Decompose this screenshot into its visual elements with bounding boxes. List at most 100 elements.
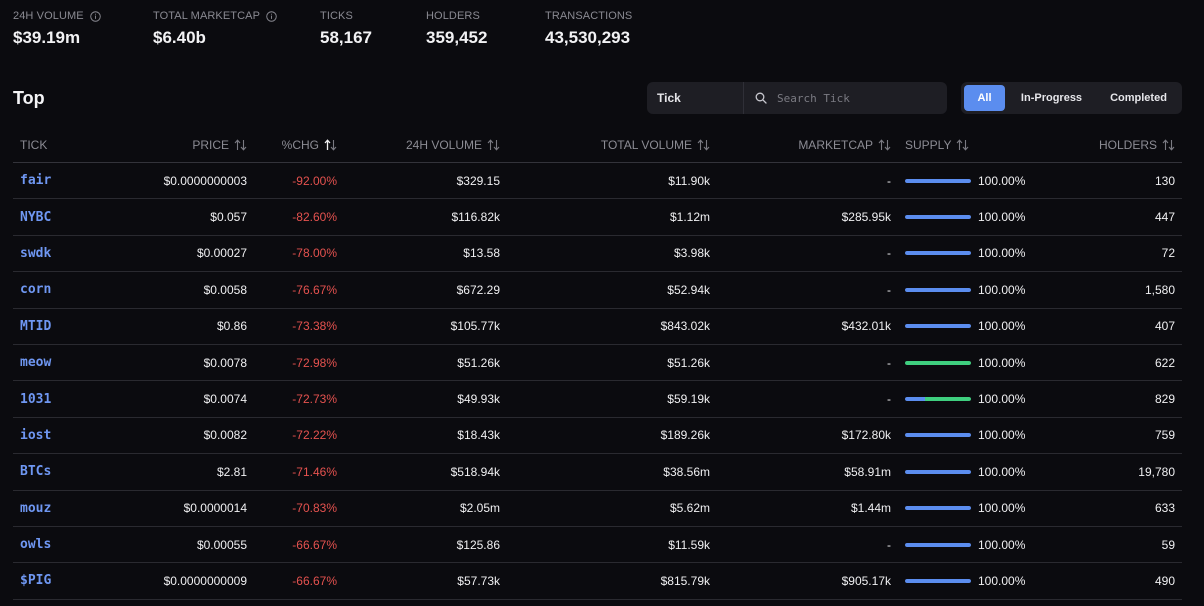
holders-cell: 72 [1161, 246, 1175, 261]
table-row[interactable]: iost $0.0082 -72.22% $18.43k $189.26k $172.80… [13, 418, 1182, 455]
tick-link[interactable]: iost [20, 427, 52, 443]
table-row[interactable]: fair $0.0000000003 -92.00% $329.15 $11.90k - 1… [13, 163, 1182, 200]
price-cell: $0.0058 [203, 282, 247, 297]
stat-label: TOTAL MARKETCAP [153, 10, 261, 22]
filter-completed-button[interactable]: Completed [1110, 92, 1167, 104]
supply-cell: 100.00% [905, 199, 1045, 234]
volume-24h-cell: $18.43k [457, 428, 500, 443]
total-volume-cell: $3.98k [673, 246, 710, 261]
supply-percent: 100.00% [978, 319, 1026, 334]
stat-total-marketcap: TOTAL MARKETCAP $6.40b [153, 10, 277, 48]
table-row[interactable]: $PIG $0.0000000009 -66.67% $57.73k $815.79k $… [13, 563, 1182, 600]
section-title: Top [13, 88, 45, 108]
sort-icon[interactable] [234, 139, 247, 151]
stat-value: 43,530,293 [545, 28, 631, 47]
table-row[interactable]: corn $0.0058 -76.67% $672.29 $52.94k - 100.00%… [13, 272, 1182, 309]
column-header-supply[interactable]: SUPPLY [905, 128, 1045, 162]
holders-cell: 447 [1154, 210, 1175, 225]
info-icon[interactable] [266, 10, 277, 22]
price-cell: $0.0074 [203, 392, 247, 407]
supply-percent: 100.00% [978, 464, 1026, 479]
supply-percent: 100.00% [978, 210, 1026, 225]
sort-icon[interactable] [487, 139, 500, 151]
supply-progress-bar [905, 469, 971, 474]
column-header-marketcap[interactable]: MARKETCAP [723, 128, 891, 162]
price-cell: $0.86 [216, 319, 247, 334]
supply-progress-fill [905, 578, 971, 583]
column-header-holders[interactable]: HOLDERS [1053, 128, 1175, 162]
tick-link[interactable]: MTID [20, 318, 52, 334]
supply-progress-bar [905, 360, 971, 365]
table-row[interactable]: BTCs $2.81 -71.46% $518.94k $38.56m $58.91m 10… [13, 454, 1182, 491]
price-cell: $0.0082 [203, 428, 247, 443]
column-header-total-volume[interactable]: TOTAL VOLUME [513, 128, 710, 162]
search-input[interactable] [777, 91, 937, 105]
sort-icon[interactable] [697, 139, 710, 151]
search-field-select[interactable]: Tick [647, 82, 744, 114]
table-row[interactable]: owls $0.00055 -66.67% $125.86 $11.59k - 100.00… [13, 527, 1182, 564]
tick-link[interactable]: NYBC [20, 209, 52, 225]
tick-link[interactable]: swdk [20, 245, 52, 261]
supply-progress-bar [905, 178, 971, 183]
column-header-chg[interactable]: %CHG [253, 128, 337, 162]
tick-link[interactable]: 1031 [20, 391, 52, 407]
stat-label: 24H VOLUME [13, 10, 84, 22]
price-cell: $0.0000014 [183, 501, 247, 516]
stat-transactions: TRANSACTIONS 43,530,293 [545, 10, 632, 48]
tick-link[interactable]: $PIG [20, 573, 52, 589]
sort-icon[interactable] [878, 139, 891, 151]
supply-cell: 100.00% [905, 491, 1045, 526]
table-row[interactable]: 1031 $0.0074 -72.73% $49.93k $59.19k - 100.00%… [13, 381, 1182, 418]
total-volume-cell: $38.56m [663, 464, 710, 479]
sort-icon[interactable] [956, 139, 969, 151]
supply-progress-fill [905, 542, 971, 547]
table-row[interactable]: MTID $0.86 -73.38% $105.77k $843.02k $432.01k… [13, 309, 1182, 345]
total-volume-cell: $59.19k [667, 392, 710, 407]
sort-icon[interactable] [1162, 139, 1175, 151]
supply-percent: 100.00% [978, 537, 1026, 552]
price-cell: $0.0000000009 [163, 573, 247, 588]
filter-in-progress-button[interactable]: In-Progress [1020, 92, 1083, 104]
column-header-24h-volume[interactable]: 24H VOLUME [353, 128, 500, 162]
stat-value: $6.40b [153, 28, 206, 47]
holders-cell: 622 [1154, 355, 1175, 370]
supply-progress-bar [905, 542, 971, 547]
supply-percent: 100.00% [978, 392, 1026, 407]
table-row[interactable]: NYBC $0.057 -82.60% $116.82k $1.12m $285.95k 1… [13, 199, 1182, 236]
supply-percent: 100.00% [978, 355, 1026, 370]
change-cell: -92.00% [292, 173, 337, 188]
volume-24h-cell: $518.94k [450, 464, 500, 479]
holders-cell: 759 [1154, 428, 1175, 443]
total-volume-cell: $1.12m [669, 210, 710, 225]
total-volume-cell: $843.02k [660, 319, 710, 334]
sort-icon-active[interactable] [324, 139, 337, 151]
tick-link[interactable]: mouz [20, 500, 52, 516]
table-row[interactable]: mouz $0.0000014 -70.83% $2.05m $5.62m $1.44m 1… [13, 491, 1182, 527]
total-volume-cell: $189.26k [660, 428, 710, 443]
tick-link[interactable]: corn [20, 282, 52, 298]
holders-cell: 59 [1161, 537, 1175, 552]
tick-link[interactable]: fair [20, 173, 52, 189]
table-row[interactable]: meow $0.0078 -72.98% $51.26k $51.26k - 100.00%… [13, 345, 1182, 382]
supply-progress-fill [905, 251, 971, 256]
filter-all-button[interactable]: All [964, 85, 1005, 111]
change-cell: -72.22% [292, 428, 337, 443]
supply-cell: 100.00% [905, 309, 1045, 344]
supply-percent: 100.00% [978, 573, 1026, 588]
tick-link[interactable]: owls [20, 537, 52, 553]
supply-cell: 100.00% [905, 163, 1045, 198]
marketcap-cell: $432.01k [841, 319, 891, 334]
supply-cell: 100.00% [905, 272, 1045, 307]
change-cell: -71.46% [292, 464, 337, 479]
total-volume-cell: $52.94k [667, 282, 710, 297]
change-cell: -76.67% [292, 282, 337, 297]
volume-24h-cell: $672.29 [456, 282, 500, 297]
change-cell: -73.38% [292, 319, 337, 334]
tick-link[interactable]: meow [20, 355, 52, 371]
info-icon[interactable] [89, 10, 101, 22]
tick-link[interactable]: BTCs [20, 464, 52, 480]
volume-24h-cell: $13.58 [463, 246, 500, 261]
table-row[interactable]: swdk $0.00027 -78.00% $13.58 $3.98k - 100.00% 7… [13, 236, 1182, 273]
holders-cell: 633 [1154, 501, 1175, 516]
column-header-price[interactable]: PRICE [113, 128, 247, 162]
